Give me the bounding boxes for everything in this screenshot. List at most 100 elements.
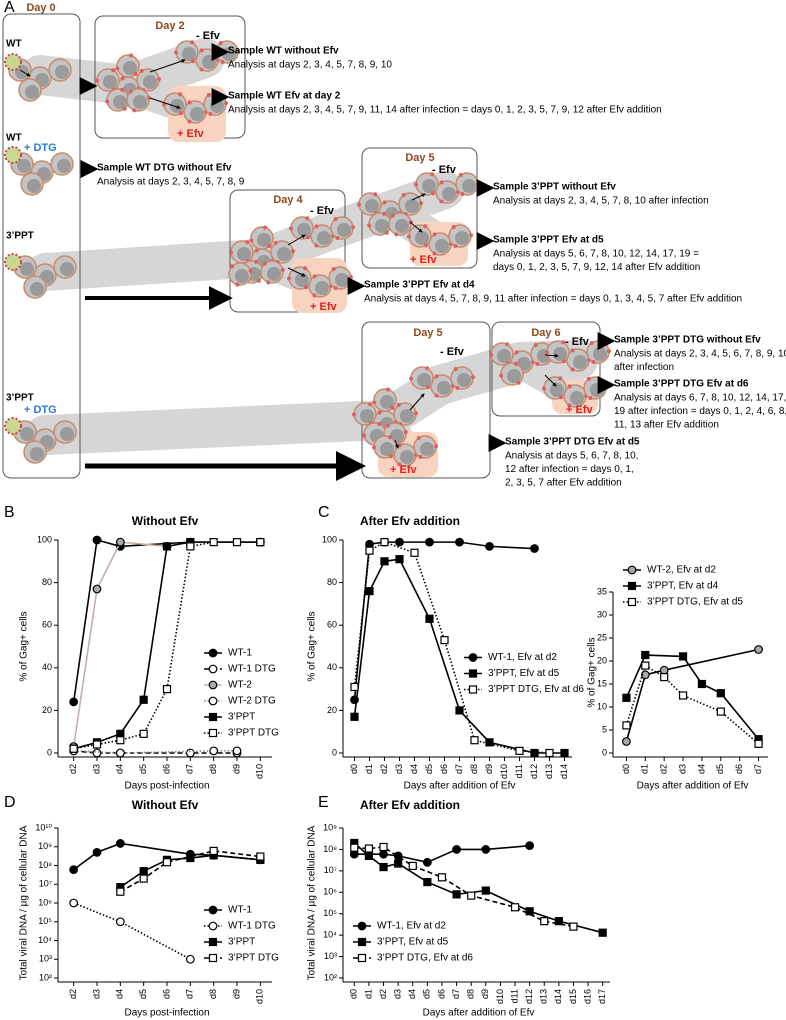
cell-nucleus [420, 442, 434, 456]
schematic-text: 12 after infection = days 0, 1, [505, 464, 634, 475]
legend-label: WT-1 DTG [228, 664, 276, 675]
x-tick-label: d3 [393, 989, 403, 999]
virion [460, 192, 465, 197]
virion [390, 406, 395, 411]
marker [379, 849, 388, 859]
virion [434, 374, 439, 379]
schematic-text: Day 4 [273, 194, 303, 206]
virion [401, 192, 406, 197]
schematic-text: - Efv [196, 30, 221, 42]
virion [95, 78, 100, 83]
legend-label: WT-1, Efv at d2 [377, 921, 446, 932]
virion [132, 108, 137, 113]
schematic-text: Sample 3’PPT Efv at d4 [364, 280, 475, 291]
marker [540, 917, 549, 926]
virion [423, 224, 428, 229]
chart-title: After Efv addition [360, 798, 460, 812]
arrow [544, 353, 559, 358]
cell-nucleus [15, 65, 29, 79]
legend-marker [357, 921, 367, 931]
marker [716, 707, 725, 716]
virus [4, 417, 22, 435]
marker [622, 721, 631, 730]
schematic-text: Analysis at days 6, 7, 8, 10, 12, 14, 17… [614, 393, 786, 404]
virion [199, 48, 204, 53]
cell-nucleus [60, 262, 74, 276]
cell-nucleus [57, 159, 71, 173]
virion [178, 92, 183, 97]
virion [458, 172, 463, 177]
legend-marker [468, 669, 478, 678]
marker [515, 746, 524, 755]
series-line [625, 648, 759, 742]
y-tick-label: 10⁴ [323, 930, 337, 940]
marker [452, 845, 461, 854]
virion [475, 181, 480, 186]
marker [364, 851, 374, 860]
y-tick-label: 10⁷ [39, 879, 52, 889]
virion [591, 360, 596, 365]
cell-nucleus [335, 273, 349, 287]
x-tick-label: d0 [349, 989, 359, 999]
x-tick-label: d10 [495, 989, 505, 1004]
virion [390, 213, 395, 218]
marker [232, 538, 242, 547]
cell-nucleus [123, 61, 137, 75]
schematic-text: Analysis at days 2, 3, 4, 5, 7, 8, 9 [97, 177, 245, 188]
y-tick-label: 10⁵ [323, 908, 337, 918]
cell-nucleus [593, 347, 607, 361]
cell-nucleus [297, 223, 311, 237]
cell-nucleus [497, 349, 511, 363]
marker [660, 672, 669, 682]
marker [410, 548, 419, 557]
virion [542, 386, 547, 391]
marker [678, 652, 688, 661]
virion [174, 50, 179, 55]
marker [69, 744, 78, 753]
marker [350, 682, 359, 692]
legend-label: WT-1 DTG [228, 921, 276, 932]
marker [545, 748, 554, 758]
y-tick-label: 80 [42, 577, 52, 587]
legend-label: 3’PPT, Efv at d4 [647, 581, 719, 592]
cell-nucleus [202, 55, 216, 69]
virion [230, 264, 235, 269]
series-line [353, 842, 603, 934]
schematic-text: Sample 3’PPT DTG without Efv [614, 335, 761, 346]
cell-nucleus [380, 395, 394, 409]
schematic-text: + Efv [410, 254, 437, 266]
schematic-text: Analysis at days 5, 6, 7, 8, 10, [505, 451, 638, 462]
virion [586, 376, 591, 381]
series-line [73, 750, 237, 754]
virion [413, 411, 418, 416]
virion [229, 250, 234, 255]
schematic-text: 19 after infection = days 0, 1, 2, 4, 6,… [614, 406, 786, 417]
virion [388, 454, 393, 459]
x-tick-label: d7 [753, 764, 763, 774]
virion [367, 223, 372, 228]
cell-nucleus [17, 159, 31, 173]
x-tick-label: d2 [68, 764, 78, 774]
x-axis-title: Days after addition of Efv [637, 781, 749, 792]
virion [368, 402, 373, 407]
marker [380, 538, 389, 547]
arrow [287, 267, 306, 277]
y-tick-label: 10⁸ [38, 860, 52, 870]
marker [69, 697, 79, 707]
virion [397, 462, 402, 467]
cell-nucleus [60, 427, 74, 441]
virion [305, 216, 310, 221]
virion [545, 350, 550, 355]
virion [423, 243, 428, 248]
y-tick-label: 0 [602, 747, 607, 757]
legend-label: WT-1 [228, 648, 252, 659]
virion [105, 99, 110, 104]
x-tick-label: d5 [138, 764, 148, 774]
legend-label: 3’PPT, Efv at d5 [377, 937, 449, 948]
cell-nucleus [590, 383, 604, 397]
virion [348, 275, 353, 280]
y-tick-label: 10 [597, 701, 607, 711]
x-tick-label: d1 [363, 989, 373, 999]
marker [69, 865, 79, 875]
